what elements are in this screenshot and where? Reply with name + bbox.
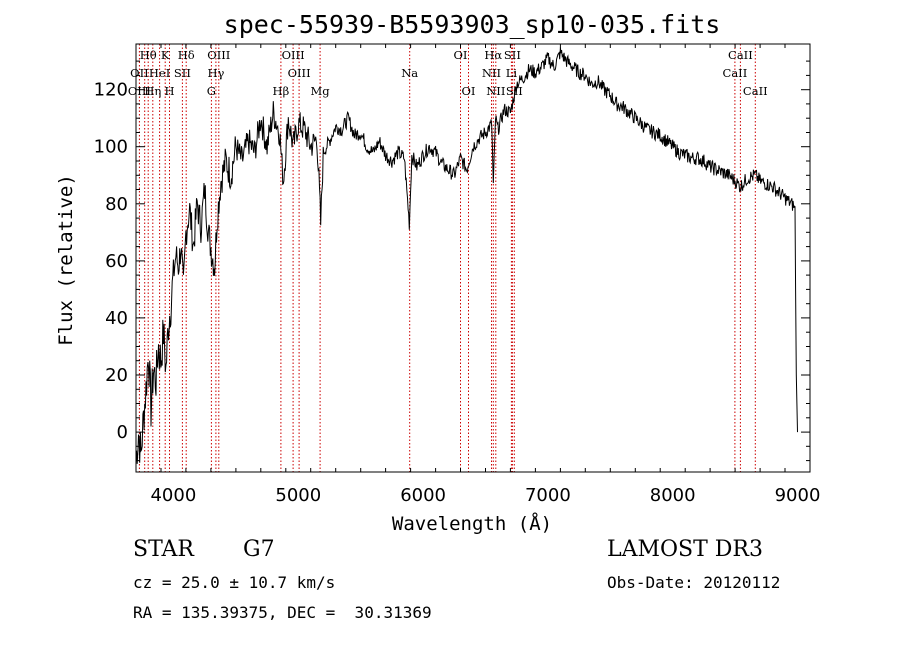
line-label: OIII: [288, 66, 311, 80]
spectrum-line: [135, 47, 798, 464]
x-tick-label: 9000: [775, 485, 821, 506]
line-label: Hα: [484, 48, 502, 62]
plot-frame: [135, 43, 811, 473]
y-tick-label: 40: [105, 308, 128, 329]
x-tick-label: 8000: [650, 485, 696, 506]
y-axis: 0 20 40 60 80 100 120: [94, 60, 810, 462]
x-tick-label: 6000: [400, 485, 446, 506]
line-label: OI: [462, 84, 476, 98]
y-tick-label: 100: [94, 137, 128, 158]
line-label: OIII: [207, 48, 230, 62]
line-label: H: [164, 84, 174, 98]
y-tick-label: 20: [105, 365, 128, 386]
line-label: Hθ: [140, 48, 157, 62]
object-class: STAR: [133, 537, 194, 562]
redshift-cz: cz = 25.0 ± 10.7 km/s: [133, 573, 336, 592]
y-tick-label: 120: [94, 80, 128, 101]
line-label: SII: [504, 48, 521, 62]
line-label: OI: [454, 48, 468, 62]
line-label: Li: [506, 66, 518, 80]
line-label: HeI: [149, 66, 170, 80]
line-label: G: [207, 84, 216, 98]
line-label: Hδ: [178, 48, 195, 62]
line-label: Hβ: [273, 84, 290, 98]
observation-date: Obs-Date: 20120112: [607, 573, 781, 592]
x-axis-label: Wavelength (Å): [392, 512, 552, 535]
x-tick-label: 7000: [525, 485, 571, 506]
ra-dec: RA = 135.39375, DEC = 30.31369: [133, 603, 432, 622]
line-label: Hγ: [207, 66, 224, 80]
line-label: OIII: [128, 84, 151, 98]
line-label: Na: [401, 66, 418, 80]
spectral-line-markers: [138, 44, 756, 472]
y-tick-label: 0: [117, 422, 128, 443]
x-tick-label: 5000: [275, 485, 321, 506]
line-label: CaII: [723, 66, 748, 80]
line-label: CaII: [743, 84, 768, 98]
line-label: OII: [130, 66, 149, 80]
line-label: OIII: [282, 48, 305, 62]
line-label: Mg: [311, 84, 331, 98]
y-axis-label: Flux (relative): [55, 174, 77, 346]
line-label: K: [161, 48, 170, 62]
line-label: CaII: [728, 48, 753, 62]
x-tick-label: 4000: [150, 485, 196, 506]
y-tick-label: 80: [105, 194, 128, 215]
line-label: NII: [482, 66, 501, 80]
line-label: Hη: [144, 84, 161, 98]
x-axis: 4000 5000 6000 7000 8000 9000: [135, 44, 821, 506]
line-label: NII: [486, 84, 505, 98]
line-label: SII: [174, 66, 191, 80]
object-subclass: G7: [243, 537, 275, 562]
chart-title: spec-55939-B5593903_sp10-035.fits: [224, 10, 721, 39]
survey-name: LAMOST DR3: [607, 537, 763, 562]
y-tick-label: 60: [105, 251, 128, 272]
